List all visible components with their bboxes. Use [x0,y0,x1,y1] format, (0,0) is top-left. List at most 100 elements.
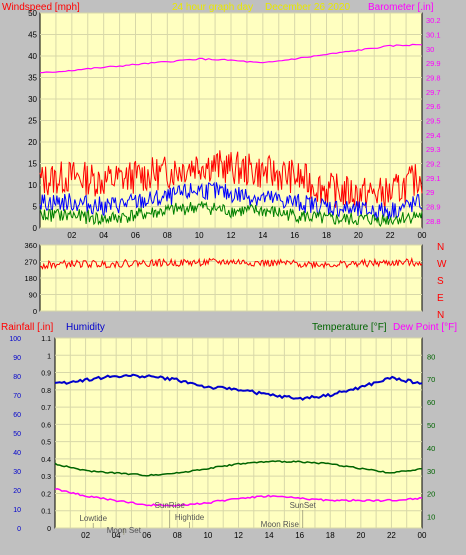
temperature-tick-label: 60 [427,398,435,407]
compass-label: N [437,310,444,321]
temperature-tick-label: 20 [427,490,435,499]
barometer-tick-label: 29.4 [426,131,441,140]
wind-average-line [39,181,423,221]
event-label: SunRise [155,501,186,510]
climate-x-tick-label: 10 [203,531,212,540]
wind-direction-line [39,256,423,270]
barometer-line [39,43,423,74]
humidity-temperature-panel: 02 04 06 08 10 12 14 16 18 20 22 000102030405060708… [9,336,435,540]
direction-y-tick-label: 270 [24,258,37,267]
wind-y-tick-label: 40 [28,52,37,61]
climate-x-tick-label: 06 [142,531,151,540]
barometer-tick-label: 30.1 [426,31,441,40]
rainfall-tick-label: 0 [47,526,51,533]
wind-x-tick-label: 08 [163,231,172,240]
dew-point-line [54,488,423,507]
wind-x-tick-label: 10 [195,231,204,240]
barometer-tick-label: 29.9 [426,59,441,68]
event-label: Lowtide [79,514,107,523]
humidity-tick-label: 80 [13,374,21,381]
humidity-tick-label: 100 [9,336,21,343]
barometer-tick-label: 29 [426,188,434,197]
rainfall-tick-label: 0.3 [41,474,51,481]
rainfall-tick-label: 0.2 [41,491,51,498]
compass-label: E [437,293,444,304]
barometer-tick-label: 30.2 [426,16,441,25]
barometer-tick-label: 29.5 [426,117,441,126]
wind-x-tick-label: 02 [67,231,76,240]
rainfall-tick-label: 0.7 [41,405,51,412]
humidity-tick-label: 50 [13,431,21,438]
humidity-tick-label: 20 [13,488,21,495]
wind-x-tick-label: 16 [290,231,299,240]
humidity-line [54,373,423,401]
humidity-label: Humidity [66,322,105,333]
wind-y-tick-label: 35 [28,74,37,83]
temperature-tick-label: 70 [427,375,435,384]
climate-x-tick-label: 16 [295,531,304,540]
wind-y-tick-label: 20 [28,138,37,147]
humidity-tick-label: 70 [13,393,21,400]
wind-y-tick-label: 45 [28,31,37,40]
wind-low-line [39,201,423,228]
header-graph-title: 24 hour graph day [172,2,253,13]
rainfall-tick-label: 0.8 [41,388,51,395]
event-label: Moon Set [107,526,142,535]
climate-x-tick-label: 08 [173,531,182,540]
barometer-tick-label: 28.9 [426,203,441,212]
event-label: SunSet [290,501,317,510]
wind-x-tick-label: 06 [131,231,140,240]
humidity-tick-label: 40 [13,450,21,457]
wind-y-tick-label: 0 [33,224,38,233]
temperature-line [54,460,422,477]
barometer-tick-label: 29.7 [426,88,441,97]
climate-x-tick-label: 22 [387,531,396,540]
humidity-tick-label: 90 [13,355,21,362]
wind-x-tick-label: 12 [227,231,236,240]
temperature-label: Temperature [°F] [312,322,387,333]
compass-label: W [437,259,447,270]
climate-x-tick-label: 00 [418,531,427,540]
header-barometer-label: Barometer [.in] [368,2,434,13]
wind-x-tick-label: 00 [418,231,427,240]
compass-label: N [437,242,444,253]
rainfall-tick-label: 1 [47,353,51,360]
wind-y-tick-label: 5 [33,203,38,212]
barometer-tick-label: 29.8 [426,74,441,83]
rainfall-tick-label: 0.9 [41,371,51,378]
direction-y-tick-label: 90 [29,291,37,300]
header-windspeed-label: Windspeed [mph] [2,2,80,13]
wind-x-tick-label: 04 [99,231,108,240]
climate-x-tick-label: 02 [81,531,90,540]
direction-y-tick-label: 0 [33,307,37,316]
direction-y-tick-label: 180 [24,274,37,283]
rainfall-label: Rainfall [.in] [1,322,53,333]
barometer-tick-label: 29.2 [426,160,441,169]
climate-x-tick-label: 14 [265,531,274,540]
humidity-tick-label: 10 [13,507,21,514]
wind-x-tick-label: 22 [386,231,395,240]
climate-x-tick-label: 20 [356,531,365,540]
header-date: December 26 2020 [265,2,350,13]
dew-point-label: Dew Point [°F] [393,322,457,333]
climate-x-tick-label: 18 [326,531,335,540]
wind-x-tick-label: 18 [322,231,331,240]
barometer-tick-label: 29.6 [426,102,441,111]
event-label: Moon Rise [261,520,300,529]
humidity-tick-label: 60 [13,412,21,419]
temperature-tick-label: 30 [427,467,435,476]
climate-x-tick-label: 04 [112,531,121,540]
barometer-tick-label: 29.3 [426,145,441,154]
wind-y-tick-label: 30 [28,95,37,104]
wind-x-tick-label: 20 [354,231,363,240]
temperature-tick-label: 10 [427,513,435,522]
rainfall-tick-label: 0.4 [41,457,51,464]
wind-x-tick-label: 14 [258,231,267,240]
wind-y-tick-label: 25 [28,117,37,126]
climate-x-tick-label: 12 [234,531,243,540]
compass-label: S [437,276,444,287]
event-label: Hightide [175,513,205,522]
temperature-tick-label: 80 [427,352,435,361]
temperature-tick-label: 40 [427,444,435,453]
